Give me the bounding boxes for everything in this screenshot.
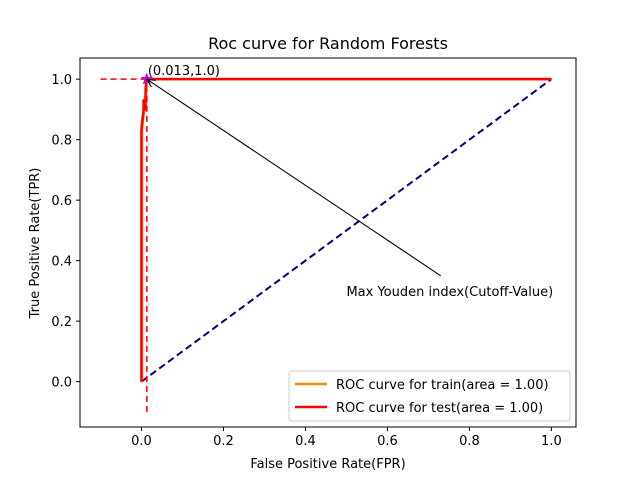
plot-frame xyxy=(79,57,577,428)
youden-annotation-arrow xyxy=(145,78,442,277)
x-tick-label: 0.4 xyxy=(295,434,316,449)
y-tick-label: 0.6 xyxy=(51,194,72,209)
legend-frame xyxy=(288,370,571,422)
plot-layer xyxy=(100,72,552,412)
x-axis: 0.0 0.2 0.4 0.6 0.8 1.0 xyxy=(131,427,562,449)
cutoff-marker xyxy=(140,72,154,85)
legend-label-train: ROC curve for train(area = 1.00) xyxy=(336,378,549,393)
legend-label-test: ROC curve for test(area = 1.00) xyxy=(336,401,543,416)
annotation-arrow-head xyxy=(145,78,156,88)
youden-annotation-text: Max Youden index(Cutoff-Value) xyxy=(346,285,553,300)
cutoff-label: (0.013,1.0) xyxy=(148,64,220,79)
y-axis: 0.0 0.2 0.4 0.6 0.8 1.0 xyxy=(51,73,80,391)
chart-title: Roc curve for Random Forests xyxy=(208,34,448,53)
reference-diagonal-line xyxy=(140,78,552,383)
y-tick-label: 0.0 xyxy=(51,376,72,391)
x-axis-label: False Positive Rate(FPR) xyxy=(250,457,405,472)
y-tick-label: 0.8 xyxy=(51,134,72,149)
y-axis-label: True Positive Rate(TPR) xyxy=(28,168,43,320)
y-tick-label: 0.4 xyxy=(51,255,72,270)
x-tick-label: 0.2 xyxy=(213,434,234,449)
y-tick-label: 0.2 xyxy=(51,315,72,330)
annotation-arrow-shaft xyxy=(146,78,442,277)
y-tick-label: 1.0 xyxy=(51,73,72,88)
legend: ROC curve for train(area = 1.00) ROC cur… xyxy=(288,370,571,422)
x-tick-label: 0.6 xyxy=(377,434,398,449)
x-tick-label: 1.0 xyxy=(541,434,562,449)
x-tick-label: 0.0 xyxy=(131,434,152,449)
x-tick-label: 0.8 xyxy=(459,434,480,449)
